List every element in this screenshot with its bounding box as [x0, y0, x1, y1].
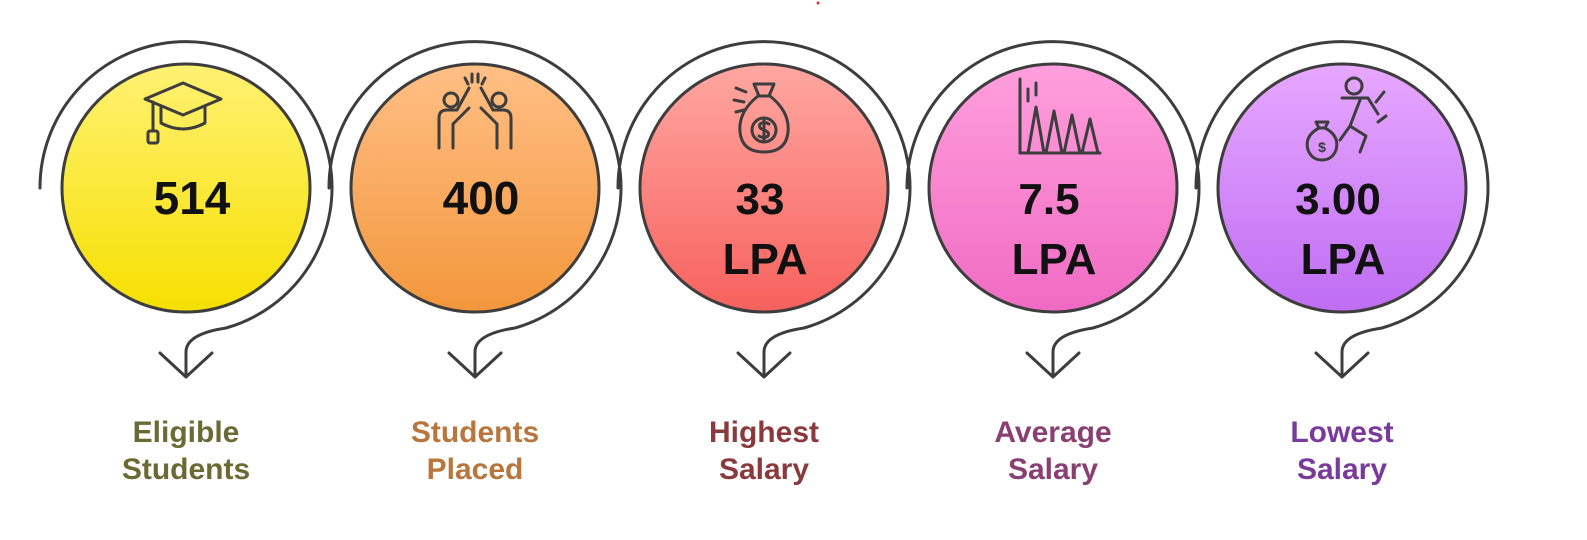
stat-label-eligible-line1: Eligible	[133, 416, 240, 449]
stat-circle-lowest	[1216, 62, 1468, 314]
stat-label-placed-line2: Placed	[427, 453, 524, 486]
svg-text:$: $	[1318, 139, 1326, 155]
stat-label-placed-line1: Students	[411, 416, 539, 449]
stat-label-average-line2: Salary	[1008, 453, 1098, 486]
stat-label-highest-line2: Salary	[719, 453, 809, 486]
ring-connector-highest	[616, 40, 912, 378]
stat-circle-placed	[349, 62, 601, 314]
stat-circle-average	[927, 62, 1179, 314]
stat-lowest: $3.00 LPA Lowest Salary	[1194, 40, 1490, 486]
stat-circle-eligible	[60, 62, 312, 314]
money-bag-icon	[732, 82, 790, 154]
running-money-icon: $	[1305, 76, 1388, 162]
stat-label-highest-line1: Highest	[709, 416, 819, 449]
stat-label-lowest-line1: Lowest	[1290, 416, 1393, 449]
stat-value-eligible: 514	[154, 172, 231, 224]
high-five-icon	[437, 72, 513, 150]
ring-connector-lowest	[1194, 40, 1490, 378]
stat-highest: 33 LPA Highest Salary	[616, 40, 912, 486]
stat-value-lowest: 3.00	[1295, 175, 1381, 224]
graduation-cap-icon	[143, 81, 223, 145]
stat-label-eligible-line2: Students	[122, 453, 250, 486]
down-arrow-icon	[1314, 351, 1370, 379]
stat-eligible: 514 Eligible Students	[38, 40, 334, 486]
decorative-dot	[816, 1, 820, 5]
down-arrow-icon	[1025, 351, 1081, 379]
stat-value-placed: 400	[443, 172, 520, 224]
stat-unit-lowest: LPA	[1301, 235, 1386, 284]
stat-label-average-line1: Average	[994, 416, 1111, 449]
stat-placed: 400 Students Placed	[327, 40, 623, 486]
stat-average: 7.5 LPA Average Salary	[905, 40, 1201, 486]
stat-unit-highest: LPA	[723, 235, 808, 284]
ring-connector-placed	[327, 40, 623, 378]
down-arrow-icon	[447, 351, 503, 379]
stat-circle-highest	[638, 62, 890, 314]
stat-value-highest: 33	[736, 175, 785, 224]
ring-connector-eligible	[38, 40, 334, 378]
down-arrow-icon	[158, 351, 214, 379]
ring-connector-average	[905, 40, 1201, 378]
stat-value-average: 7.5	[1018, 175, 1079, 224]
peaks-chart-icon	[1018, 77, 1102, 155]
stat-unit-average: LPA	[1012, 235, 1097, 284]
down-arrow-icon	[736, 351, 792, 379]
stat-label-lowest-line2: Salary	[1297, 453, 1387, 486]
